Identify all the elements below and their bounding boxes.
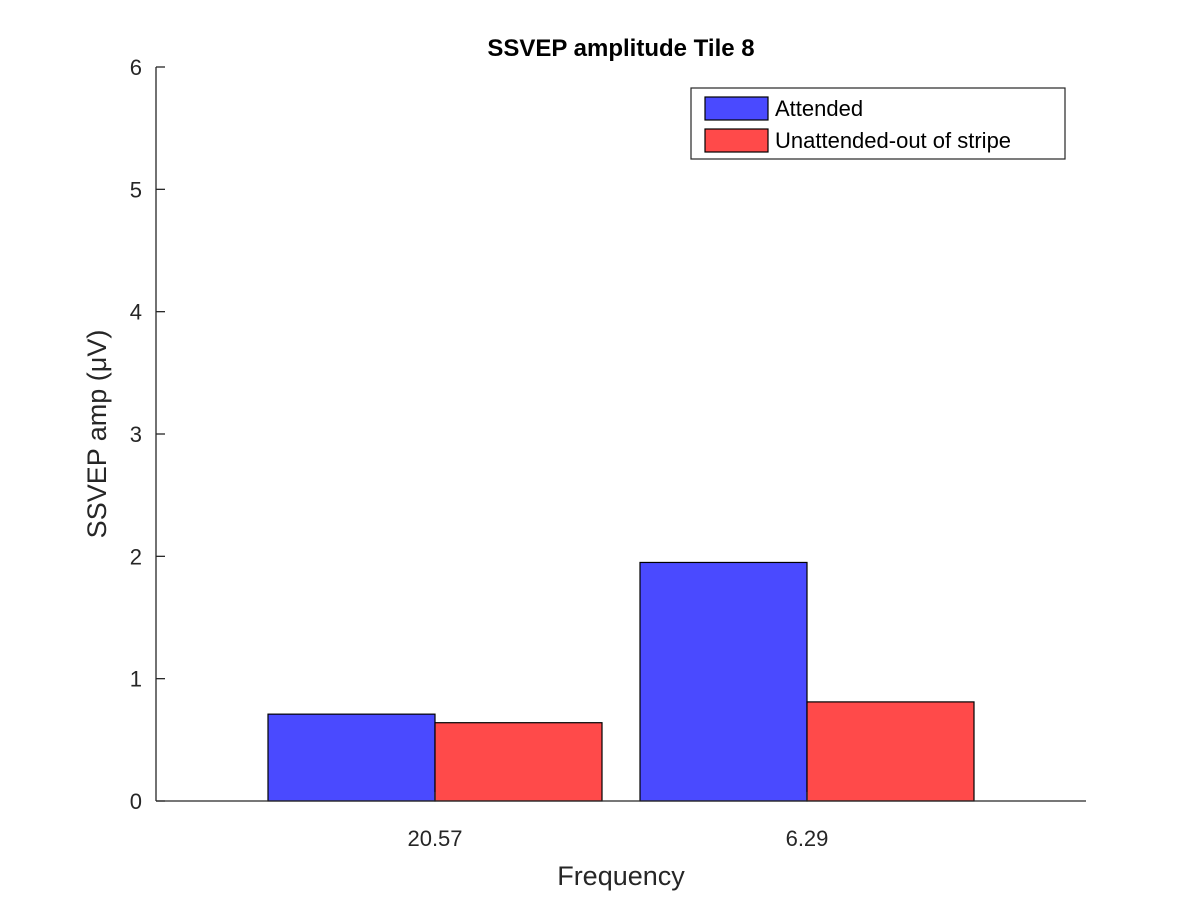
bar-unattended-out-of-stripe-1 <box>434 722 603 802</box>
legend-label: Attended <box>775 96 863 121</box>
x-axis-label: Frequency <box>557 861 685 891</box>
y-tick-label: 2 <box>130 544 142 569</box>
x-tick-label: 20.57 <box>407 826 462 851</box>
bars-group <box>267 561 975 802</box>
bar-attended-1 <box>267 713 436 802</box>
y-axis-label: SSVEP amp (μV) <box>82 330 112 539</box>
legend-swatch-unattended-out-of-stripe <box>704 128 769 153</box>
y-tick-label: 4 <box>130 300 142 325</box>
y-tick-label: 6 <box>130 55 142 80</box>
legend-swatch-attended <box>704 96 769 121</box>
y-tick-label: 0 <box>130 789 142 814</box>
legend: Attended Unattended-out of stripe <box>690 87 1066 160</box>
y-tick-label: 3 <box>130 422 142 447</box>
chart-title: SSVEP amplitude Tile 8 <box>487 35 754 62</box>
y-tick-label: 5 <box>130 177 142 202</box>
axes-group: 0 1 2 3 4 5 6 20.57 6.29 <box>130 55 1086 851</box>
bar-attended-2 <box>639 561 808 802</box>
x-tick-label: 6.29 <box>786 826 829 851</box>
bar-unattended-out-of-stripe-2 <box>806 701 975 802</box>
y-tick-label: 1 <box>130 667 142 692</box>
legend-label: Unattended-out of stripe <box>775 128 1011 153</box>
